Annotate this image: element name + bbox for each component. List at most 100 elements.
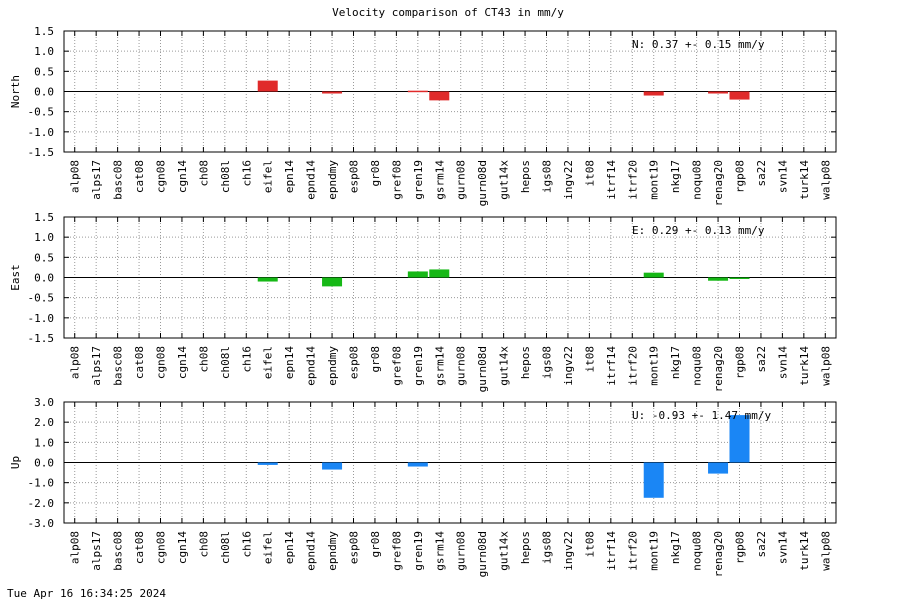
x-tick-label: gren19 xyxy=(412,160,425,200)
x-tick-label: cgn14 xyxy=(176,160,189,193)
x-tick-label: alps17 xyxy=(90,531,103,571)
x-tick-label: cgn08 xyxy=(155,346,168,379)
y-tick-label: 1.0 xyxy=(34,45,54,58)
y-tick-label: -0.5 xyxy=(28,292,55,305)
x-tick-label: alp08 xyxy=(69,346,82,379)
x-tick-label: ch16 xyxy=(240,531,253,558)
bar-epndmy xyxy=(322,277,343,287)
x-tick-label: noqu08 xyxy=(691,346,704,386)
y-tick-label: 1.5 xyxy=(34,211,54,224)
x-tick-label: renag20 xyxy=(712,531,725,577)
x-tick-label: epnd14 xyxy=(305,160,318,200)
x-tick-label: nkg17 xyxy=(669,160,682,193)
x-tick-label: gren19 xyxy=(412,531,425,571)
y-tick-label: -3.0 xyxy=(28,517,55,530)
x-tick-label: gr08 xyxy=(369,531,382,558)
plot-frame xyxy=(63,30,837,153)
x-tick-label: cat08 xyxy=(133,160,146,193)
x-tick-label: basc08 xyxy=(112,531,125,571)
x-tick-label: gr08 xyxy=(369,160,382,187)
bar-mont19 xyxy=(643,272,664,278)
x-tick-label: epn14 xyxy=(283,531,296,564)
y-tick-label: 1.5 xyxy=(34,25,54,38)
x-tick-label: walp08 xyxy=(819,160,832,200)
bar-eifel xyxy=(257,277,278,282)
x-tick-label: itrf14 xyxy=(605,531,618,571)
bar-gsrm14 xyxy=(429,91,450,101)
x-tick-label: gr08 xyxy=(369,346,382,373)
x-tick-label: ch08l xyxy=(219,531,232,564)
x-tick-label: gsrm14 xyxy=(433,531,446,571)
y-tick-label: 1.0 xyxy=(34,436,54,449)
x-tick-label: nkg17 xyxy=(669,346,682,379)
x-tick-label: gurn08d xyxy=(476,160,489,206)
x-tick-label: ch16 xyxy=(240,160,253,187)
x-tick-label: itrf20 xyxy=(626,346,639,386)
x-tick-label: rgp08 xyxy=(734,531,747,564)
bar-gren19 xyxy=(407,271,428,278)
x-tick-label: esp08 xyxy=(348,160,361,193)
plot-frame xyxy=(63,216,837,339)
y-tick-label: -1.5 xyxy=(28,332,55,345)
x-tick-label: ingv22 xyxy=(562,346,575,386)
x-tick-label: gref08 xyxy=(390,346,403,386)
y-tick-label: -1.5 xyxy=(28,146,55,159)
timestamp: Tue Apr 16 16:34:25 2024 xyxy=(7,587,166,600)
bar-renag20 xyxy=(708,91,729,94)
x-tick-label: walp08 xyxy=(819,346,832,386)
stat-label: U: -0.93 +- 1.47 mm/y xyxy=(632,409,771,422)
x-tick-label: cat08 xyxy=(133,531,146,564)
x-tick-label: igs08 xyxy=(541,160,554,193)
x-tick-label: basc08 xyxy=(112,346,125,386)
x-tick-label: igs08 xyxy=(541,531,554,564)
x-tick-label: cgn08 xyxy=(155,531,168,564)
bar-epndmy xyxy=(322,91,343,94)
x-tick-label: epn14 xyxy=(283,346,296,379)
x-tick-label: alp08 xyxy=(69,160,82,193)
x-tick-label: basc08 xyxy=(112,160,125,200)
panels-group: 1.5 1.0 0.5 0.0 -0.5 -1.0 -1.5 N: 0.37 +- 0.15 … xyxy=(9,25,837,577)
x-tick-label: ch08l xyxy=(219,160,232,193)
x-tick-label: alps17 xyxy=(90,160,103,200)
x-tick-label: walp08 xyxy=(819,531,832,571)
x-tick-label: gut14x xyxy=(498,346,511,386)
bar-renag20 xyxy=(708,462,729,474)
x-tick-label: cgn08 xyxy=(155,160,168,193)
x-tick-label: sa22 xyxy=(755,531,768,558)
bar-rgp08 xyxy=(729,277,750,279)
x-tick-label: hepos xyxy=(519,531,532,564)
x-tick-label: ingv22 xyxy=(562,160,575,200)
x-tick-label: nkg17 xyxy=(669,531,682,564)
x-tick-label: gref08 xyxy=(390,160,403,200)
stat-label: N: 0.37 +- 0.15 mm/y xyxy=(632,38,765,51)
x-tick-label: epnd14 xyxy=(305,346,318,386)
x-tick-label: cat08 xyxy=(133,346,146,379)
x-tick-label: noqu08 xyxy=(691,160,704,200)
x-tick-label: ch08 xyxy=(197,531,210,558)
x-tick-label: sa22 xyxy=(755,160,768,187)
x-tick-label: gsrm14 xyxy=(433,160,446,200)
panel-north: 1.5 1.0 0.5 0.0 -0.5 -1.0 -1.5 N: 0.37 +- 0.15 … xyxy=(9,25,837,206)
x-tick-label: eifel xyxy=(262,160,275,193)
x-tick-label: itrf20 xyxy=(626,531,639,571)
x-tick-label: ch08 xyxy=(197,346,210,373)
x-tick-label: turk14 xyxy=(798,531,811,571)
x-tick-label: sa22 xyxy=(755,346,768,373)
x-tick-label: gren19 xyxy=(412,346,425,386)
x-tick-label: esp08 xyxy=(348,346,361,379)
x-tick-label: it08 xyxy=(583,346,596,373)
y-axis-label: North xyxy=(9,75,22,108)
bar-eifel xyxy=(257,80,278,92)
x-tick-label: it08 xyxy=(583,531,596,558)
x-tick-label: alps17 xyxy=(90,346,103,386)
y-tick-label: 0.0 xyxy=(34,457,54,470)
y-tick-label: -1.0 xyxy=(28,126,55,139)
x-tick-label: mont19 xyxy=(648,531,661,571)
bar-mont19 xyxy=(643,91,664,96)
bar-gren19 xyxy=(407,462,428,467)
x-tick-label: turk14 xyxy=(798,160,811,200)
x-tick-label: epndmy xyxy=(326,346,339,386)
bar-gsrm14 xyxy=(429,269,450,278)
panel-east: 1.5 1.0 0.5 0.0 -0.5 -1.0 -1.5 E: 0.29 +- 0.13 … xyxy=(9,211,837,392)
